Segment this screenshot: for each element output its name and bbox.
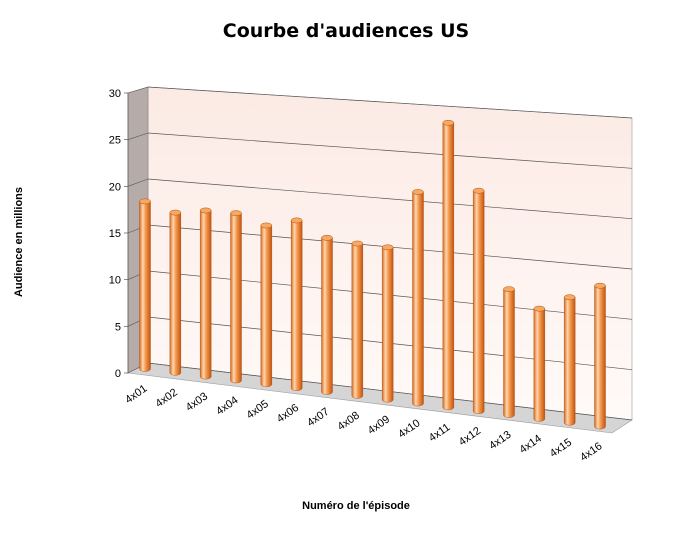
gridline-side: [127, 132, 149, 140]
y-tick-label: 0: [115, 368, 121, 380]
bar: [139, 198, 151, 372]
bar-body: [321, 237, 333, 395]
bar: [260, 222, 273, 388]
x-tick-label: 4x11: [427, 421, 453, 444]
bar-top: [472, 187, 485, 194]
bar-top: [351, 240, 364, 247]
bar-top: [169, 209, 182, 216]
bar-body: [230, 212, 242, 384]
x-axis-title: Numéro de l'épisode: [302, 500, 410, 512]
x-tick-label: 4x16: [578, 440, 604, 464]
x-tick-label: 4x09: [366, 413, 392, 437]
bar: [351, 240, 364, 399]
bar-top: [442, 119, 455, 126]
bar-body: [442, 122, 455, 411]
y-tick-label: 10: [109, 275, 121, 287]
x-tick-label: 4x10: [396, 417, 422, 441]
x-tick-label: 4x01: [123, 383, 149, 407]
x-tick-label: 4x05: [244, 398, 270, 422]
bar: [533, 305, 546, 422]
bar-top: [533, 305, 546, 312]
bar-top: [139, 198, 151, 205]
bar-top: [594, 282, 606, 289]
bar: [442, 119, 455, 411]
gridline-side: [127, 178, 149, 187]
bar-body: [139, 201, 151, 372]
bar-body: [412, 191, 424, 407]
x-tick-label: 4x07: [305, 406, 331, 430]
y-tick-label: 20: [109, 181, 121, 193]
y-tick-label: 25: [109, 135, 121, 147]
x-tick-label: 4x12: [457, 425, 483, 449]
bar-body: [563, 297, 576, 426]
bar-body: [351, 243, 364, 399]
bar-top: [290, 217, 303, 224]
y-tick-label: 30: [109, 88, 121, 100]
x-tick-label: 4x02: [153, 387, 179, 411]
bar: [412, 189, 424, 407]
bar: [199, 207, 212, 380]
bar: [290, 217, 303, 391]
bar: [563, 294, 576, 426]
bar-top: [321, 234, 333, 241]
bar: [503, 286, 515, 418]
x-tick-label: 4x14: [517, 433, 543, 457]
bar-body: [290, 220, 303, 391]
bar-top: [199, 207, 212, 214]
y-tick-label: 5: [115, 321, 121, 333]
bar-body: [594, 285, 606, 430]
bar: [594, 282, 606, 430]
bar-top: [412, 189, 424, 195]
x-tick-label: 4x03: [184, 390, 210, 414]
bars: [139, 119, 606, 430]
bar-top: [563, 294, 576, 301]
gridline: [147, 178, 633, 220]
bar-top: [503, 286, 515, 293]
bar-body: [472, 190, 485, 414]
bar-body: [169, 212, 182, 376]
bar-top: [381, 244, 394, 251]
bar-body: [533, 308, 546, 422]
bar-top: [260, 222, 273, 229]
bar: [472, 187, 485, 414]
x-tick-label: 4x06: [275, 402, 301, 426]
x-tick-label: 4x15: [548, 436, 574, 460]
x-tick-label: 4x08: [335, 410, 361, 434]
gridline: [147, 132, 633, 169]
bar-body: [503, 288, 515, 418]
chart-title: Courbe d'audiences US: [223, 20, 469, 42]
bar-body: [260, 225, 273, 388]
gridline: [147, 86, 633, 119]
x-tick-label: 4x13: [487, 429, 513, 453]
bar-top: [230, 210, 242, 216]
bar: [381, 244, 394, 403]
y-axis-ticks: 0 5 10 15 20 25 30: [109, 88, 129, 380]
bar: [169, 209, 182, 376]
bar-body: [381, 247, 394, 403]
x-tick-label: 4x04: [214, 394, 240, 418]
y-tick-label: 15: [109, 228, 121, 240]
y-axis-title: Audience en millions: [13, 187, 25, 297]
bar: [230, 210, 242, 384]
gridline-side: [127, 86, 149, 94]
bar: [321, 234, 333, 395]
bar-body: [199, 210, 212, 380]
